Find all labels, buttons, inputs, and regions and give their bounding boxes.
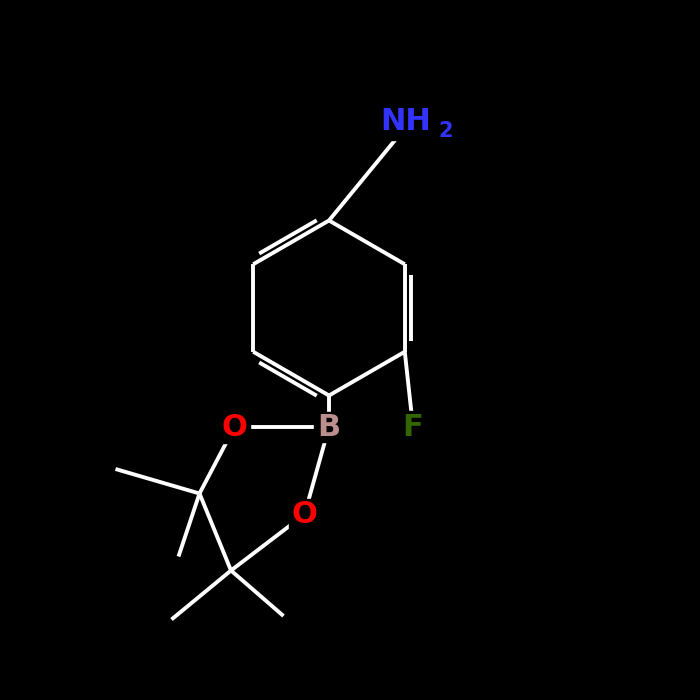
Text: O: O bbox=[292, 500, 317, 529]
Text: B: B bbox=[317, 412, 341, 442]
Text: F: F bbox=[402, 412, 423, 442]
Bar bbox=[382, 105, 438, 140]
Bar bbox=[314, 412, 344, 442]
Bar bbox=[398, 412, 428, 443]
Bar bbox=[218, 412, 251, 443]
Text: 2: 2 bbox=[439, 121, 453, 141]
Text: NH: NH bbox=[381, 106, 431, 136]
Bar bbox=[288, 498, 321, 531]
Text: O: O bbox=[222, 412, 247, 442]
